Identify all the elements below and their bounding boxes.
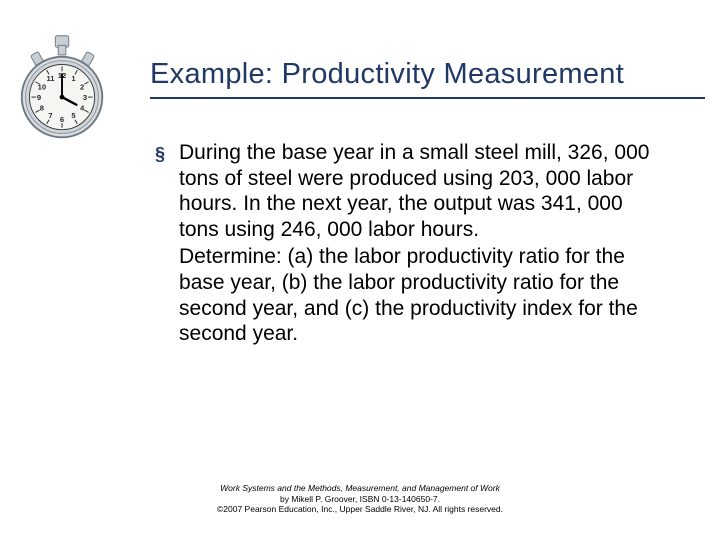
svg-text:4: 4: [80, 104, 85, 113]
svg-text:6: 6: [60, 115, 64, 124]
page-title: Example: Productivity Measurement: [150, 58, 690, 91]
slide: 12 1 2 3 4 5 6 7 8 9 10 11 Example: Prod…: [0, 0, 720, 540]
bullet-para-1: During the base year in a small steel mi…: [179, 140, 650, 242]
svg-text:2: 2: [80, 82, 84, 91]
svg-text:9: 9: [37, 93, 41, 102]
body: § During the base year in a small steel …: [155, 140, 650, 347]
svg-text:7: 7: [48, 111, 52, 120]
svg-text:3: 3: [83, 93, 87, 102]
stopwatch-icon: 12 1 2 3 4 5 6 7 8 9 10 11: [15, 30, 110, 145]
svg-text:8: 8: [40, 104, 45, 113]
svg-text:1: 1: [71, 74, 76, 83]
footer-line-2: by Mikell P. Groover, ISBN 0-13-140650-7…: [0, 494, 720, 505]
bullet-para-2: Determine: (a) the labor productivity ra…: [179, 244, 650, 346]
footer: Work Systems and the Methods, Measuremen…: [0, 483, 720, 515]
footer-line-3: ©2007 Pearson Education, Inc., Upper Sad…: [0, 504, 720, 515]
svg-text:10: 10: [38, 82, 47, 91]
bullet-item: § During the base year in a small steel …: [155, 140, 650, 347]
svg-text:11: 11: [46, 74, 55, 83]
footer-line-1: Work Systems and the Methods, Measuremen…: [0, 483, 720, 494]
title-underline: [150, 97, 705, 99]
bullet-text: During the base year in a small steel mi…: [179, 140, 650, 347]
title-block: Example: Productivity Measurement: [150, 58, 690, 99]
svg-text:5: 5: [71, 111, 76, 120]
bullet-glyph: §: [155, 140, 165, 168]
